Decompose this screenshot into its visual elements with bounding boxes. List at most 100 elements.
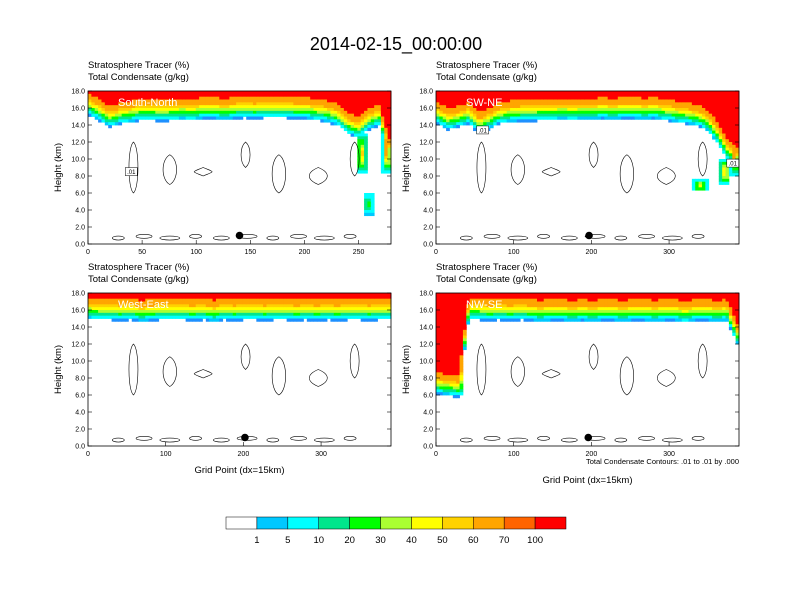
tracer-cell bbox=[330, 119, 335, 123]
tracer-cell bbox=[374, 119, 378, 123]
tracer-cell bbox=[614, 307, 619, 311]
tracer-cell bbox=[91, 99, 96, 103]
tracer-cell bbox=[651, 312, 656, 317]
tracer-cell bbox=[510, 105, 514, 109]
tracer-cell bbox=[229, 93, 234, 98]
tracer-cell bbox=[516, 116, 521, 120]
tracer-cell bbox=[722, 298, 726, 302]
tracer-cell bbox=[476, 93, 481, 98]
tracer-cell bbox=[661, 318, 666, 322]
tracer-cell bbox=[222, 295, 227, 300]
tracer-cell bbox=[735, 96, 740, 100]
tracer-cell bbox=[715, 125, 720, 129]
condensate-contour bbox=[507, 437, 529, 443]
tracer-cell bbox=[560, 116, 565, 120]
tracer-cell bbox=[283, 304, 288, 308]
tracer-cell bbox=[236, 105, 240, 109]
tracer-cell bbox=[209, 96, 213, 100]
tracer-cell bbox=[651, 293, 656, 297]
tracer-cell bbox=[715, 102, 720, 106]
tracer-cell bbox=[330, 113, 335, 117]
tracer-cell bbox=[377, 93, 382, 98]
tracer-cell bbox=[641, 99, 646, 103]
tracer-cell bbox=[436, 91, 440, 95]
tracer-cell bbox=[550, 295, 555, 300]
tracer-cell bbox=[698, 102, 703, 106]
tracer-cell bbox=[436, 344, 440, 348]
tracer-cell bbox=[611, 312, 615, 317]
tracer-cell bbox=[449, 378, 454, 382]
tracer-cell bbox=[266, 315, 271, 319]
tracer-cell bbox=[141, 116, 146, 120]
tracer-cell bbox=[370, 201, 375, 205]
tracer-cell bbox=[242, 105, 247, 109]
tracer-cell bbox=[374, 116, 378, 120]
tracer-cell bbox=[664, 307, 669, 311]
tracer-cell bbox=[459, 304, 464, 308]
tracer-cell bbox=[449, 327, 454, 331]
condensate-contour bbox=[483, 436, 501, 441]
tracer-cell bbox=[661, 113, 666, 117]
tracer-cell bbox=[353, 125, 358, 129]
tracer-cell bbox=[718, 130, 723, 134]
tracer-cell bbox=[239, 93, 244, 98]
tracer-cell bbox=[330, 116, 335, 120]
tracer-cell bbox=[229, 113, 234, 117]
tracer-cell bbox=[350, 310, 355, 314]
tracer-cell bbox=[510, 307, 514, 311]
tracer-cell bbox=[357, 147, 362, 151]
tracer-cell bbox=[158, 293, 163, 297]
tracer-cell bbox=[168, 304, 173, 308]
tracer-cell bbox=[364, 125, 368, 129]
tracer-cell bbox=[449, 349, 454, 353]
y-tick-label: 16.0 bbox=[71, 106, 85, 113]
tracer-cell bbox=[182, 315, 187, 319]
tracer-cell bbox=[182, 310, 187, 314]
tracer-cell bbox=[557, 307, 561, 311]
tracer-cell bbox=[698, 301, 703, 305]
tracer-cell bbox=[456, 102, 460, 106]
tracer-cell bbox=[732, 329, 737, 334]
tracer-cell bbox=[205, 295, 210, 300]
tracer-cell bbox=[695, 99, 699, 103]
tracer-cell bbox=[611, 310, 615, 314]
tracer-cell bbox=[520, 110, 524, 115]
tracer-cell bbox=[327, 91, 331, 95]
tracer-cell bbox=[520, 312, 524, 317]
y-tick-label: 0.0 bbox=[423, 444, 433, 451]
tracer-cell bbox=[459, 332, 464, 336]
tracer-cell bbox=[473, 301, 477, 305]
tracer-cell bbox=[353, 99, 358, 103]
tracer-cell bbox=[695, 122, 699, 126]
tracer-cell bbox=[597, 307, 602, 311]
tracer-cell bbox=[306, 310, 311, 314]
tracer-cell bbox=[353, 102, 358, 106]
tracer-cell bbox=[252, 295, 257, 300]
tracer-cell bbox=[168, 93, 173, 98]
tracer-cell bbox=[246, 108, 250, 112]
tracer-cell bbox=[249, 102, 254, 106]
tracer-cell bbox=[725, 139, 730, 143]
tracer-cell bbox=[269, 298, 274, 302]
tracer-cell bbox=[631, 307, 636, 311]
tracer-cell bbox=[452, 315, 457, 319]
tracer-cell bbox=[691, 110, 696, 115]
tracer-cell bbox=[587, 105, 592, 109]
tracer-cell bbox=[108, 93, 112, 98]
tracer-cell bbox=[658, 295, 662, 300]
tracer-cell bbox=[718, 119, 723, 123]
tracer-cell bbox=[456, 332, 460, 336]
tracer-cell bbox=[590, 96, 595, 100]
tracer-cell bbox=[627, 93, 632, 98]
tracer-cell bbox=[252, 315, 257, 319]
tracer-cell bbox=[533, 116, 538, 120]
tracer-cell bbox=[118, 99, 123, 103]
tracer-cell bbox=[560, 307, 565, 311]
tracer-cell bbox=[449, 332, 454, 336]
tracer-cell bbox=[165, 301, 170, 305]
tracer-cell bbox=[685, 301, 689, 305]
tracer-cell bbox=[664, 315, 669, 319]
tracer-cell bbox=[638, 108, 642, 112]
tracer-cell bbox=[456, 386, 460, 390]
tracer-cell bbox=[641, 105, 646, 109]
